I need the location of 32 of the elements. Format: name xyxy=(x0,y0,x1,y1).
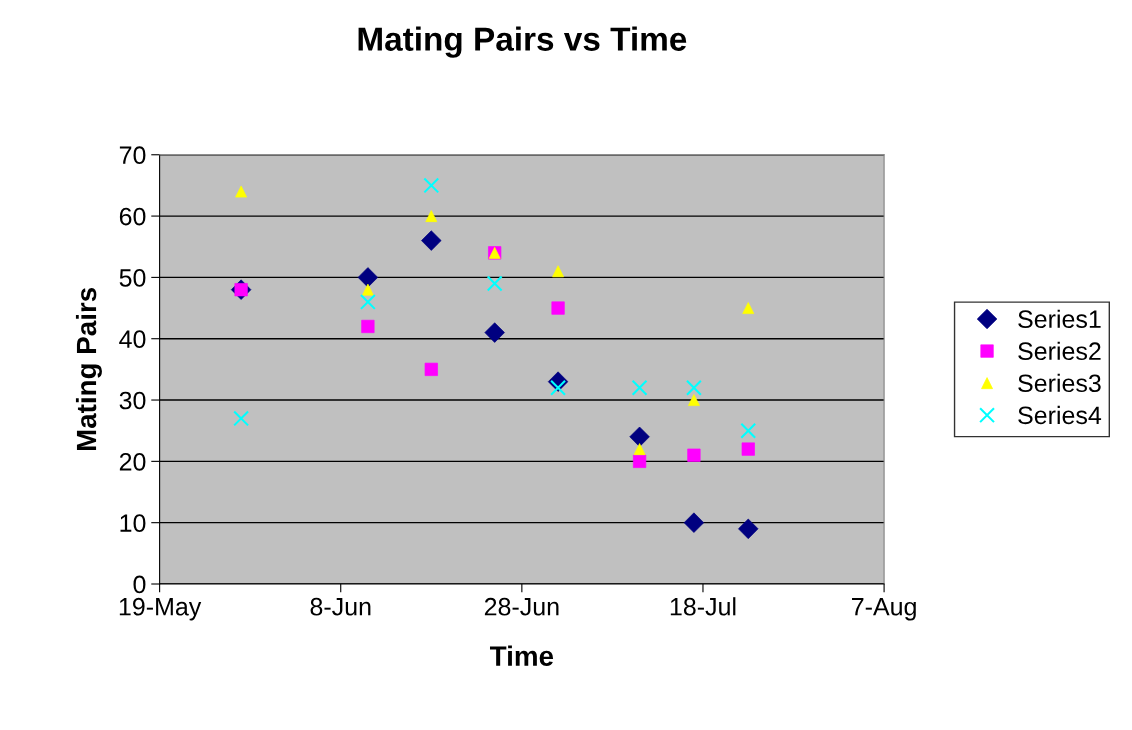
legend-label: Series1 xyxy=(1018,309,1101,329)
x-tick-label: 7-Aug xyxy=(852,598,916,621)
y-tick-label: 70 xyxy=(119,146,146,165)
legend-label: Series2 xyxy=(1018,341,1101,361)
point xyxy=(484,322,505,343)
point xyxy=(423,177,440,194)
point xyxy=(421,230,442,251)
point xyxy=(486,275,503,292)
x-tick-label: 18-Jul xyxy=(670,597,736,616)
x-tick-label: 8-Jun xyxy=(310,597,371,616)
chart-title: Mating Pairs vs Time xyxy=(358,26,687,58)
point xyxy=(740,422,757,439)
legend-label: Series3 xyxy=(1018,373,1101,393)
y-tick-label: 30 xyxy=(119,391,146,410)
point xyxy=(233,410,250,427)
point xyxy=(685,379,702,396)
point xyxy=(631,379,648,396)
y-tick-label: 40 xyxy=(119,330,146,349)
y-axis-title: Mating Pairs xyxy=(75,287,102,451)
y-tick-label: 10 xyxy=(120,514,146,532)
x-tick-label: 19-May xyxy=(119,597,202,621)
y-tick-label: 20 xyxy=(119,452,146,471)
point xyxy=(357,267,379,288)
point xyxy=(424,362,438,376)
y-tick-label: 50 xyxy=(119,269,146,287)
x-axis-title: Time xyxy=(489,645,554,666)
y-tick-label: 0 xyxy=(133,575,146,594)
legend-label: Series4 xyxy=(1018,405,1102,425)
point xyxy=(359,293,376,310)
x-tick-label: 28-Jun xyxy=(484,597,559,616)
y-tick-label: 60 xyxy=(119,207,146,226)
point xyxy=(361,319,375,334)
